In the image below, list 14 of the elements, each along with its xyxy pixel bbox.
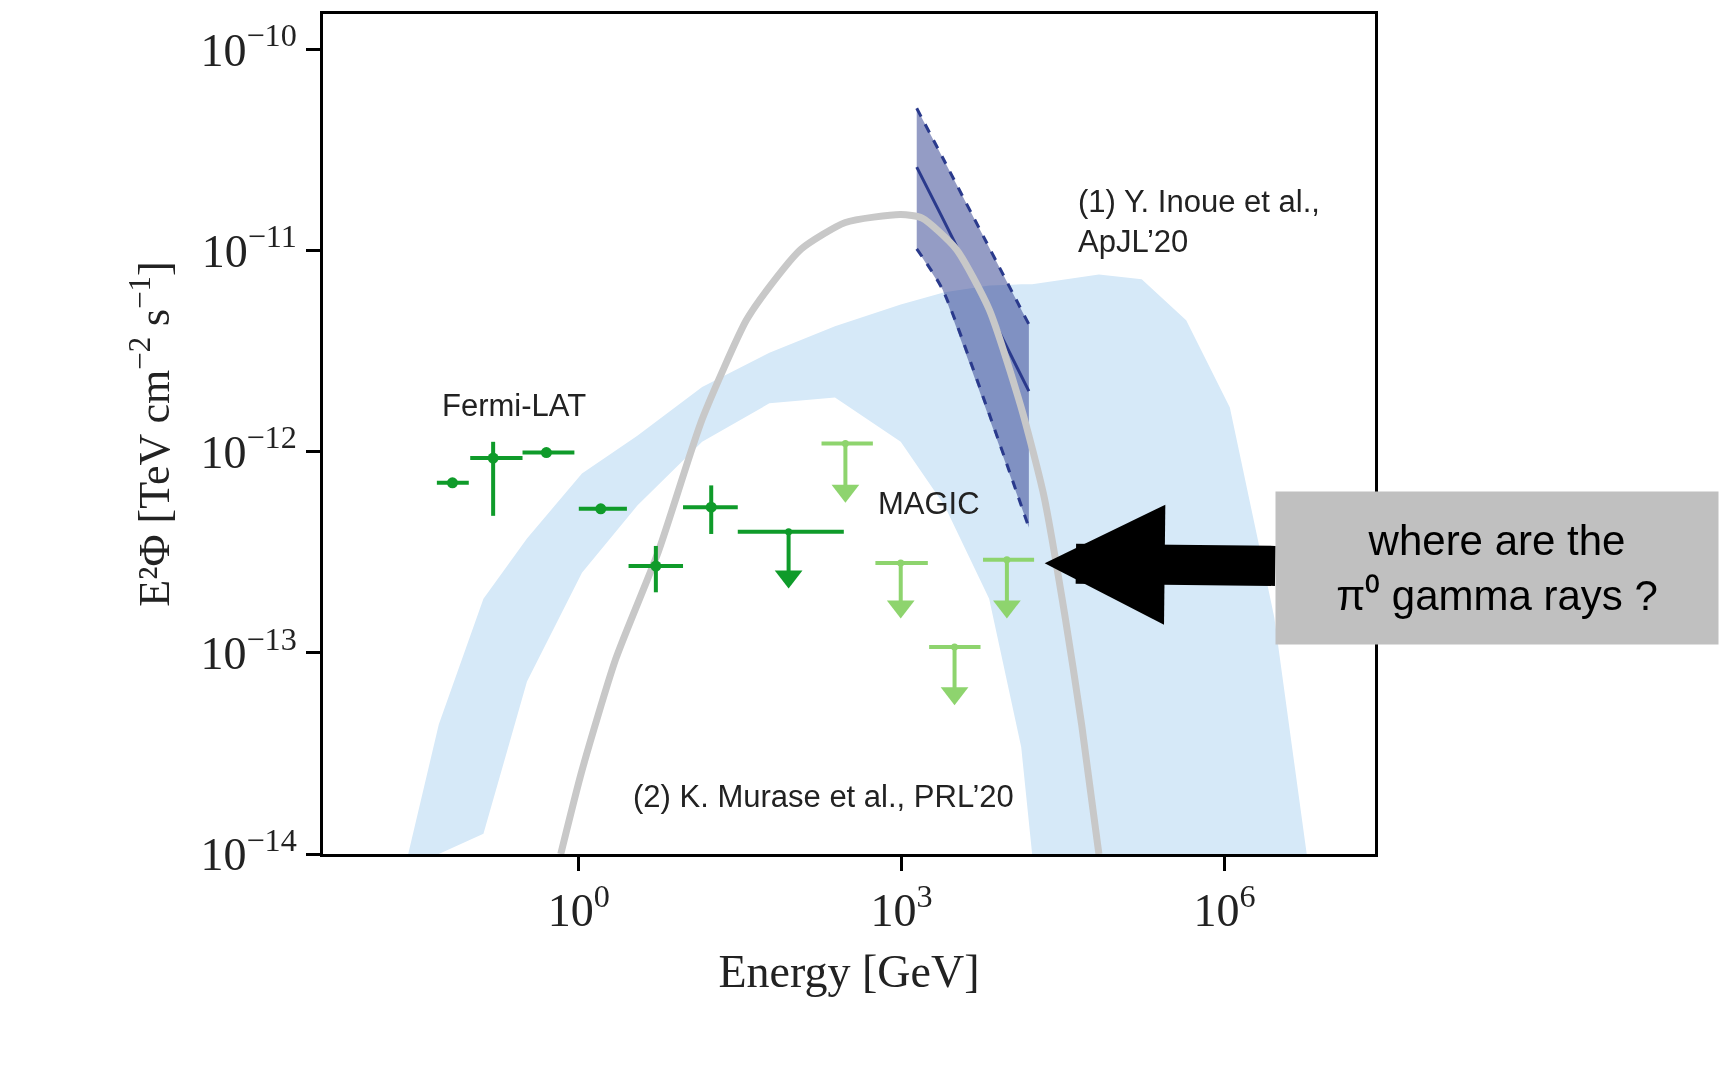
- x-axis-title: Energy [GeV]: [718, 945, 980, 997]
- y-tick-label: 10$^{−13}$: [200, 620, 297, 679]
- annotation: MAGIC: [878, 486, 980, 521]
- x-tick-label: 10$^{0}$: [547, 877, 610, 937]
- y-tick-label: 10$^{−14}$: [200, 821, 297, 881]
- y-tick-label: 10$^{−10}$: [200, 17, 297, 76]
- annotation: Fermi-LAT: [442, 388, 587, 423]
- annotation: (2) K. Murase et al., PRL’20: [633, 779, 1014, 814]
- x-tick-label: 10$^{3}$: [870, 877, 933, 937]
- x-tick-label: 10$^{6}$: [1193, 877, 1256, 937]
- y-tick-label: 10$^{−12}$: [200, 419, 297, 478]
- annotation: (1) Y. Inoue et al., ApJL’20: [1078, 184, 1320, 260]
- annotation: where are the π⁰ gamma rays ?: [1336, 517, 1658, 619]
- y-tick-label: 10$^{−11}$: [201, 218, 297, 277]
